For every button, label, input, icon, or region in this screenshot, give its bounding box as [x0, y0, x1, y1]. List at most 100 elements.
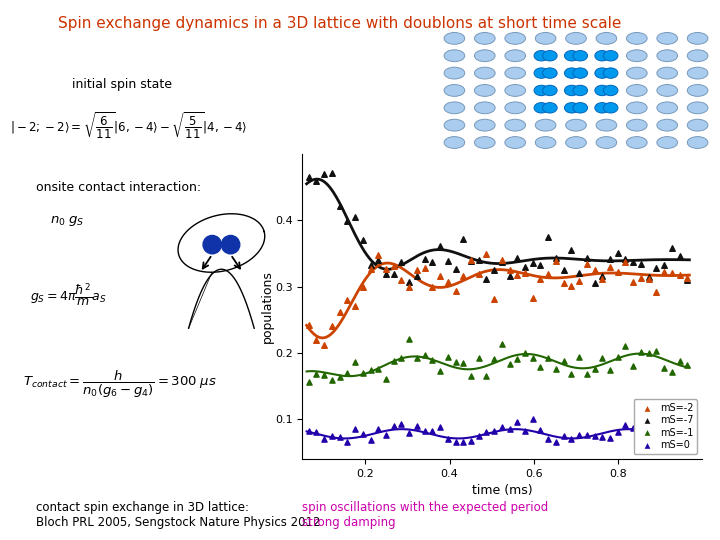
Text: $g_S = 4\pi \dfrac{\hbar^2}{m} a_S$: $g_S = 4\pi \dfrac{\hbar^2}{m} a_S$: [30, 282, 107, 309]
Point: [620, 342, 631, 350]
Point: [504, 265, 516, 274]
Point: [550, 365, 562, 374]
Point: [597, 354, 608, 363]
Point: [581, 260, 593, 269]
Text: $n_0 \; g_S$: $n_0 \; g_S$: [50, 214, 85, 228]
Point: [604, 434, 616, 443]
Ellipse shape: [534, 103, 549, 113]
Point: [511, 418, 523, 427]
Ellipse shape: [543, 68, 557, 78]
Ellipse shape: [505, 102, 526, 114]
Ellipse shape: [573, 51, 588, 61]
Point: [682, 440, 693, 448]
Ellipse shape: [444, 119, 464, 131]
Point: [597, 433, 608, 442]
Point: [643, 275, 654, 284]
Point: [426, 426, 438, 435]
Point: [519, 268, 531, 277]
Text: Spin exchange dynamics in a 3D lattice with doublons at short time scale: Spin exchange dynamics in a 3D lattice w…: [58, 16, 621, 31]
Point: [589, 266, 600, 274]
Point: [380, 431, 392, 440]
Point: [488, 427, 500, 435]
Point: [496, 258, 508, 267]
Point: [450, 437, 462, 446]
Point: [318, 341, 330, 350]
Point: [550, 254, 562, 262]
Ellipse shape: [626, 119, 647, 131]
Point: [442, 278, 454, 287]
Point: [396, 420, 408, 428]
Ellipse shape: [657, 119, 678, 131]
Ellipse shape: [474, 32, 495, 44]
Ellipse shape: [626, 137, 647, 148]
Point: [651, 428, 662, 436]
Text: strong damping: strong damping: [302, 516, 396, 529]
Point: [426, 257, 438, 266]
Point: [488, 265, 500, 274]
Ellipse shape: [603, 68, 618, 78]
Circle shape: [222, 235, 240, 254]
Point: [635, 274, 647, 282]
Point: [658, 260, 670, 269]
Text: Bloch PRL 2005, Sengstock Nature Physics 2012: Bloch PRL 2005, Sengstock Nature Physics…: [36, 516, 320, 529]
Point: [589, 278, 600, 287]
Point: [566, 245, 577, 254]
Point: [658, 435, 670, 444]
Point: [326, 375, 338, 384]
Point: [674, 271, 685, 280]
Point: [419, 254, 431, 263]
Ellipse shape: [596, 32, 617, 44]
Ellipse shape: [688, 137, 708, 148]
Point: [682, 273, 693, 282]
Point: [473, 432, 485, 441]
Point: [403, 429, 415, 438]
Point: [388, 422, 400, 430]
Point: [666, 432, 678, 441]
Point: [666, 268, 678, 277]
Ellipse shape: [657, 67, 678, 79]
Point: [627, 424, 639, 433]
Point: [318, 170, 330, 179]
Ellipse shape: [535, 32, 556, 44]
Point: [604, 366, 616, 375]
Point: [426, 355, 438, 364]
Ellipse shape: [573, 68, 588, 78]
Point: [558, 431, 570, 440]
Point: [457, 359, 469, 368]
Point: [481, 428, 492, 437]
Point: [442, 353, 454, 361]
Ellipse shape: [566, 119, 586, 131]
Point: [465, 256, 477, 265]
Point: [365, 261, 377, 269]
Ellipse shape: [657, 85, 678, 96]
Point: [411, 271, 423, 280]
Point: [589, 365, 600, 374]
Point: [542, 354, 554, 362]
Point: [658, 268, 670, 276]
Ellipse shape: [474, 67, 495, 79]
Point: [612, 248, 624, 257]
Point: [303, 320, 315, 329]
Ellipse shape: [688, 67, 708, 79]
Point: [465, 255, 477, 264]
Point: [627, 258, 639, 266]
Point: [419, 351, 431, 360]
Point: [643, 427, 654, 435]
Ellipse shape: [688, 50, 708, 62]
Point: [527, 294, 539, 302]
Ellipse shape: [566, 32, 586, 44]
Ellipse shape: [505, 67, 526, 79]
Point: [488, 354, 500, 363]
Ellipse shape: [595, 68, 609, 78]
X-axis label: time (ms): time (ms): [472, 484, 533, 497]
Point: [504, 425, 516, 434]
Point: [682, 275, 693, 284]
Ellipse shape: [543, 51, 557, 61]
Point: [450, 358, 462, 367]
Point: [527, 414, 539, 423]
Point: [434, 367, 446, 375]
Point: [434, 272, 446, 280]
Point: [581, 369, 593, 378]
Point: [535, 261, 546, 269]
Ellipse shape: [474, 50, 495, 62]
